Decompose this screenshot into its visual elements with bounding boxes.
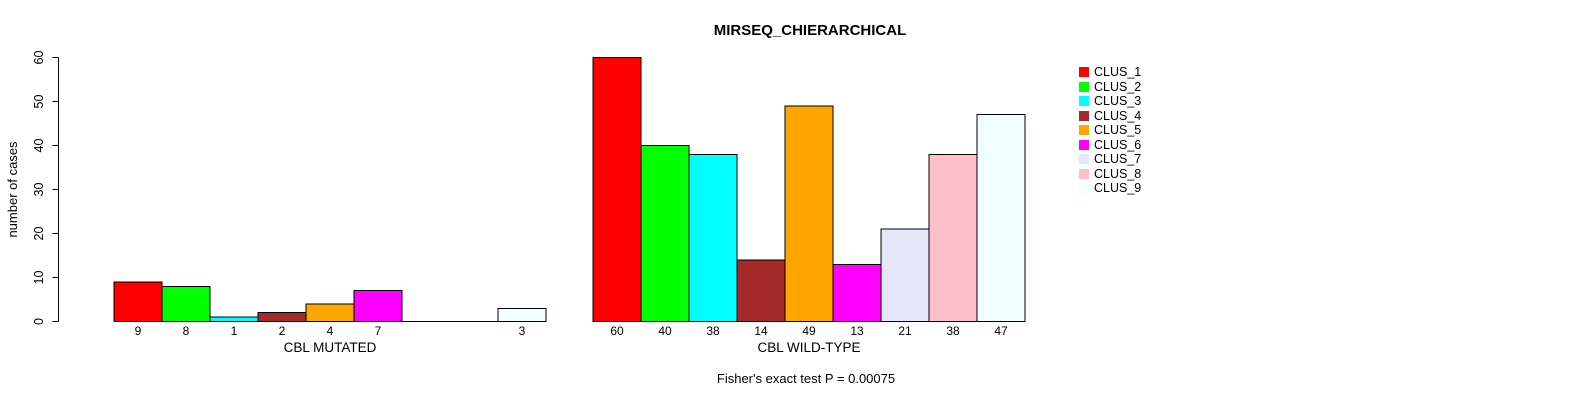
- y-axis-tick-label: 20: [32, 227, 46, 241]
- legend: CLUS_1 CLUS_2 CLUS_3 CLUS_4 CLUS_5 CLUS_6 CLUS…: [1079, 65, 1141, 196]
- legend-swatch: [1079, 154, 1089, 165]
- bar-value-label: 38: [946, 324, 960, 338]
- bar-value-label: 38: [706, 324, 720, 338]
- legend-swatch: [1079, 139, 1089, 150]
- bar-value-label: 9: [135, 324, 142, 338]
- bar-CLUS_1: [113, 281, 163, 322]
- bar-CLUS_2: [161, 285, 211, 322]
- fisher-test-annotation: Fisher's exact test P = 0.00075: [716, 371, 896, 386]
- bar-value-label: 14: [754, 324, 768, 338]
- legend-item: CLUS_3: [1079, 94, 1141, 109]
- legend-label: CLUS_8: [1094, 166, 1142, 181]
- bar-value-label: 47: [994, 324, 1008, 338]
- bar-value-label: 13: [850, 324, 864, 338]
- legend-swatch: [1079, 183, 1089, 194]
- y-axis-tick-label: 30: [32, 183, 46, 197]
- bar-CLUS_7: [880, 228, 930, 323]
- legend-label: CLUS_1: [1094, 65, 1142, 80]
- bar-CLUS_6: [832, 263, 882, 322]
- legend-label: CLUS_2: [1094, 79, 1142, 94]
- y-axis-tick-label: 10: [32, 271, 46, 285]
- legend-swatch: [1079, 67, 1089, 78]
- bar-value-label: 60: [610, 324, 624, 338]
- bar-value-label: 2: [279, 324, 286, 338]
- legend-item: CLUS_1: [1079, 65, 1141, 80]
- legend-item: CLUS_5: [1079, 123, 1141, 138]
- legend-swatch: [1079, 110, 1089, 121]
- legend-label: CLUS_9: [1094, 181, 1142, 196]
- x-axis-group-label: CBL WILD-TYPE: [757, 340, 860, 355]
- bar-value-label: 1: [231, 324, 238, 338]
- bar-value-label: 21: [898, 324, 912, 338]
- chart-title: MIRSEQ_CHIERARCHICAL: [713, 22, 907, 39]
- legend-item: CLUS_4: [1079, 109, 1141, 124]
- legend-swatch: [1079, 168, 1089, 179]
- legend-label: CLUS_4: [1094, 108, 1142, 123]
- bar-CLUS_6: [353, 290, 403, 323]
- y-axis-tick-label: 60: [32, 51, 46, 65]
- bar-CLUS_4: [736, 259, 786, 322]
- bar-CLUS_8: [928, 153, 978, 322]
- legend-swatch: [1079, 125, 1089, 136]
- y-axis-tick-label: 0: [32, 318, 46, 325]
- legend-swatch: [1079, 96, 1089, 107]
- bar-CLUS_3: [209, 316, 259, 323]
- legend-item: CLUS_7: [1079, 152, 1141, 167]
- y-axis-label: number of cases: [5, 141, 20, 238]
- y-axis-tick-label: 50: [32, 95, 46, 109]
- bar-CLUS_4: [257, 312, 307, 323]
- bar-CLUS_9: [976, 114, 1026, 322]
- legend-item: CLUS_8: [1079, 167, 1141, 182]
- legend-item: CLUS_6: [1079, 138, 1141, 153]
- legend-item: CLUS_2: [1079, 80, 1141, 95]
- bar-CLUS_3: [688, 153, 738, 322]
- bar-CLUS_2: [640, 145, 690, 322]
- bar-value-label: 8: [183, 324, 190, 338]
- bar-CLUS_5: [784, 105, 834, 323]
- bar-value-label: 49: [802, 324, 816, 338]
- bar-value-label: 4: [327, 324, 334, 338]
- bar-CLUS_9: [497, 307, 547, 322]
- bar-CLUS_5: [305, 303, 355, 322]
- legend-label: CLUS_6: [1094, 137, 1142, 152]
- bar-value-label: 7: [375, 324, 382, 338]
- legend-label: CLUS_3: [1094, 94, 1142, 109]
- bar-CLUS_1: [592, 57, 642, 322]
- legend-swatch: [1079, 81, 1089, 92]
- legend-label: CLUS_5: [1094, 123, 1142, 138]
- legend-label: CLUS_7: [1094, 152, 1142, 167]
- legend-item: CLUS_9: [1079, 181, 1141, 196]
- bar-value-label: 3: [519, 324, 526, 338]
- y-axis-tick-label: 40: [32, 139, 46, 153]
- bar-value-label: 40: [658, 324, 672, 338]
- x-axis-group-label: CBL MUTATED: [284, 340, 377, 355]
